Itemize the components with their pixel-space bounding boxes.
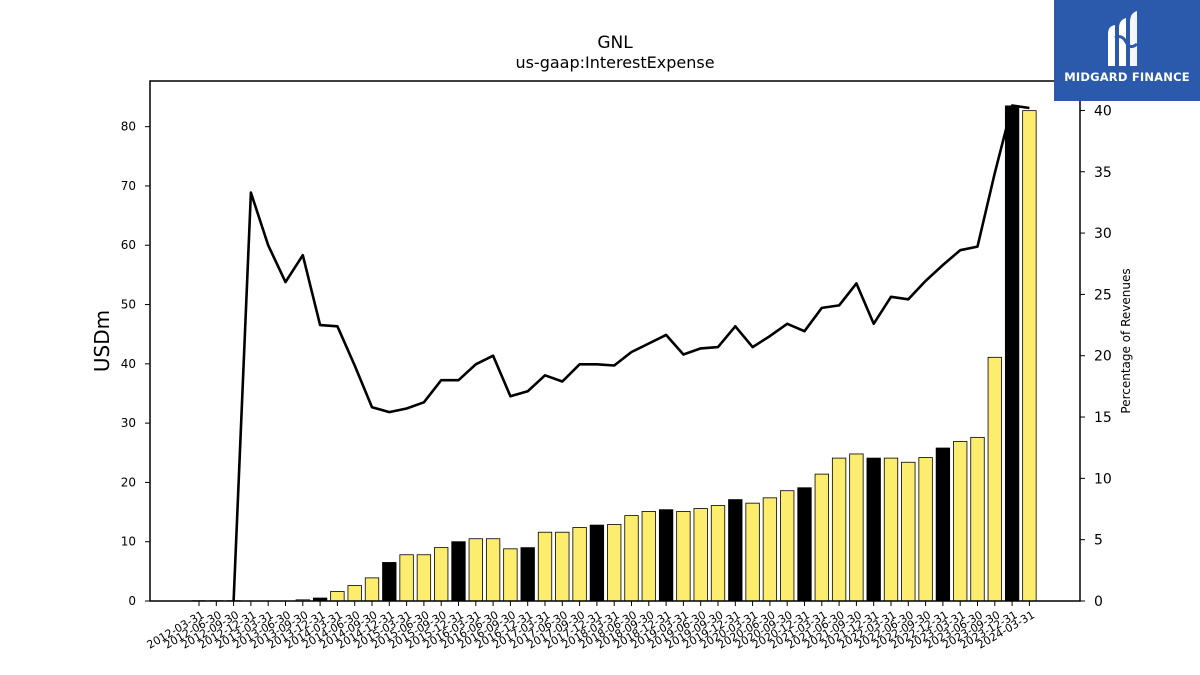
bar-2018-12-31 (658, 509, 674, 602)
bar-2021-12-31 (866, 457, 881, 602)
bar-2023-09-30 (987, 356, 1002, 602)
y2-tick-label: 35 (1094, 165, 1112, 181)
bar-2016-06-30 (485, 538, 501, 602)
bar-2023-12-31 (1004, 105, 1020, 602)
bar-2017-03-31 (537, 531, 553, 602)
bar-2021-09-30 (849, 453, 864, 602)
chart-subtitle: us-gaap:InterestExpense (515, 53, 715, 72)
y-tick-label: 10 (121, 535, 136, 549)
bar-2022-06-30 (901, 461, 916, 602)
bar-2014-06-30 (347, 585, 362, 602)
y2-tick-label: 25 (1094, 287, 1112, 303)
bar-series (191, 105, 1037, 602)
y2-axis-label: Percentage of Revenues (1119, 268, 1133, 413)
bar-2024-03-31 (1022, 110, 1037, 602)
bar-2016-12-31 (520, 547, 535, 602)
bar-2023-06-30 (970, 436, 985, 602)
bar-2019-09-30 (710, 505, 726, 602)
plot-frame (149, 80, 1081, 602)
y-tick-label: 30 (121, 416, 136, 430)
y2-tick-label: 10 (1094, 471, 1112, 487)
y2-tick-label: 30 (1094, 226, 1112, 242)
bar-2022-03-31 (883, 457, 899, 602)
bar-2015-03-31 (399, 554, 414, 602)
percentage-line (232, 104, 1030, 602)
percentage-line-series (232, 104, 1030, 602)
y-tick-label: 70 (121, 179, 136, 193)
bar-2014-03-31 (330, 591, 345, 602)
y2-tick-label: 5 (1094, 533, 1103, 549)
bar-2014-12-31 (382, 562, 397, 602)
bar-2022-12-31 (935, 447, 951, 602)
right-axis-ticks: 0 5 10 15 20 25 30 35 40 (1080, 103, 1112, 610)
brand-badge: MIDGARD FINANCE (1054, 0, 1200, 101)
bar-2015-12-31 (451, 541, 466, 602)
bar-2020-03-31 (745, 502, 760, 602)
bar-2014-09-30 (364, 577, 380, 602)
bar-2018-09-30 (641, 511, 656, 602)
bar-2020-06-30 (762, 497, 778, 602)
bar-2021-03-31 (814, 473, 829, 602)
bar-2016-09-30 (503, 548, 518, 602)
midgard-m-logo-icon (1108, 11, 1138, 66)
bar-2017-06-30 (555, 531, 570, 602)
y2-tick-label: 0 (1094, 594, 1103, 610)
y-tick-label: 40 (121, 357, 136, 371)
y-tick-label: 50 (121, 298, 136, 312)
bar-2018-03-31 (607, 524, 622, 602)
bar-2015-09-30 (434, 547, 449, 602)
bar-2021-06-30 (831, 457, 847, 602)
y-tick-label: 0 (128, 594, 136, 608)
bar-2019-03-31 (676, 511, 691, 602)
chart-title: GNL (597, 33, 633, 53)
left-axis-ticks: 0 10 20 30 40 50 60 70 80 (121, 120, 150, 608)
bar-2020-09-30 (780, 490, 795, 602)
y2-tick-label: 40 (1094, 103, 1112, 119)
y2-tick-label: 15 (1094, 410, 1112, 426)
y-tick-label: 80 (121, 120, 136, 134)
bar-2017-12-31 (589, 524, 605, 602)
y-tick-label: 60 (121, 238, 136, 252)
bar-2017-09-30 (572, 527, 587, 602)
bar-2019-06-30 (693, 508, 708, 602)
y-axis-label: USDm (90, 310, 114, 372)
x-axis-ticks: 2012-03-312012-06-302012-09-302012-12-31… (145, 601, 1037, 652)
bar-2020-12-31 (797, 487, 812, 602)
y-tick-label: 20 (121, 475, 136, 489)
bar-2022-09-30 (918, 457, 933, 602)
y2-tick-label: 20 (1094, 349, 1112, 365)
bar-2023-03-31 (953, 441, 968, 602)
bar-2016-03-31 (468, 538, 483, 602)
brand-name: MIDGARD FINANCE (1064, 70, 1190, 84)
bar-2019-12-31 (728, 499, 743, 602)
bar-2015-06-30 (416, 554, 432, 602)
bar-2018-06-30 (624, 515, 639, 602)
